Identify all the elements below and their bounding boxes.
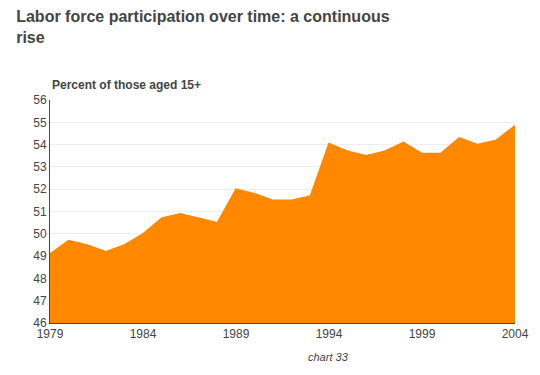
svg-text:48: 48 [33, 272, 47, 286]
svg-text:53: 53 [33, 160, 47, 174]
svg-text:1989: 1989 [223, 327, 250, 341]
svg-text:1994: 1994 [316, 327, 343, 341]
svg-text:2004: 2004 [502, 327, 529, 341]
svg-text:51: 51 [33, 205, 47, 219]
svg-text:chart 33: chart 33 [308, 351, 349, 363]
svg-text:52: 52 [33, 182, 47, 196]
svg-text:1984: 1984 [130, 327, 157, 341]
svg-text:46: 46 [33, 316, 47, 330]
svg-text:56: 56 [33, 93, 47, 107]
svg-text:49: 49 [33, 249, 47, 263]
svg-text:1979: 1979 [37, 327, 64, 341]
svg-text:Percent of those aged 15+: Percent of those aged 15+ [52, 78, 201, 92]
svg-text:47: 47 [33, 294, 47, 308]
svg-text:Labor force participation over: Labor force participation over time: a c… [16, 8, 389, 46]
svg-text:54: 54 [33, 138, 47, 152]
svg-text:50: 50 [33, 227, 47, 241]
svg-text:55: 55 [33, 116, 47, 130]
svg-text:1999: 1999 [409, 327, 436, 341]
